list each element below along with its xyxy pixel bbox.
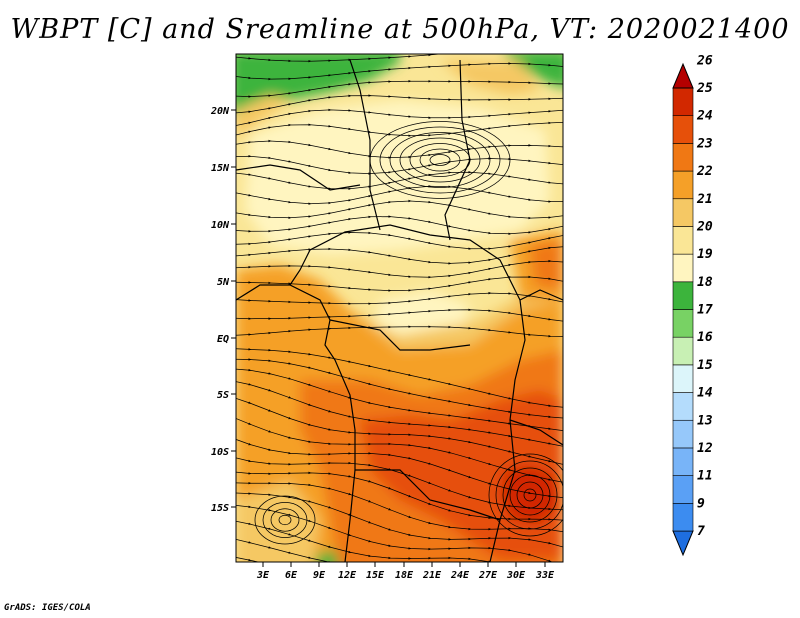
longitude-axis: 3E 6E 9E 12E 15E 18E 21E 24E 27E 30E 33E (256, 562, 555, 581)
lat-label: 10S (211, 447, 229, 458)
grads-credit: GrADS: IGES/COLA (4, 603, 91, 613)
streamline (254, 495, 316, 545)
colorbar-high-arrow (672, 62, 694, 89)
colorbar-swatch (672, 447, 694, 476)
streamline (379, 126, 501, 194)
streamline (502, 467, 558, 523)
wbpt-shaded-field (236, 54, 563, 562)
colorbar-swatch (672, 392, 694, 421)
lat-label: 20N (210, 106, 230, 117)
colorbar-swatch (672, 198, 694, 227)
streamline (389, 132, 491, 188)
streamline (516, 481, 544, 509)
streamline (236, 308, 563, 322)
colorbar-swatch (672, 115, 694, 144)
lon-label: 24E (450, 570, 470, 581)
streamline (369, 121, 511, 199)
colorbar-swatch (672, 364, 694, 393)
colorbar-label: 22 (696, 164, 713, 179)
streamline (236, 231, 563, 250)
map-frame (235, 53, 564, 563)
lon-label: 33E (535, 570, 555, 581)
colorbar-label: 17 (697, 303, 713, 318)
colorbar-label: 26 (696, 53, 713, 68)
colorbar-label: 19 (697, 247, 713, 262)
colorbar-label: 7 (697, 524, 705, 539)
streamline (236, 108, 563, 126)
streamline (523, 488, 537, 502)
lon-label: 30E (506, 570, 526, 581)
lon-label: 6E (285, 570, 298, 581)
streamline (236, 325, 563, 338)
streamline (236, 155, 563, 175)
lon-label: 12E (338, 570, 357, 581)
lat-label: 15S (211, 503, 229, 514)
streamline (236, 539, 552, 562)
colorbar-label: 12 (697, 441, 713, 456)
country-borders (236, 59, 563, 562)
streamline (509, 474, 551, 516)
colorbar-swatch (672, 503, 694, 532)
streamline (236, 246, 563, 265)
colorbar-swatch (672, 170, 694, 200)
streamlines (236, 54, 563, 562)
lon-label: 3E (256, 570, 270, 581)
colorbar: 7 9 11 12 13 14 15 16 17 18 19 20 21 22 23 24 25 26 (672, 53, 713, 557)
colorbar-label: 25 (696, 81, 713, 96)
lon-label: 21E (422, 570, 442, 581)
lat-label: 15N (211, 163, 230, 174)
colorbar-swatch (672, 87, 694, 116)
streamline (236, 275, 563, 292)
colorbar-swatch (672, 336, 694, 366)
latitude-axis: 20N 15N 10N 5N EQ 5S 10S 15S (210, 106, 236, 514)
streamline (236, 291, 563, 305)
streamline (488, 453, 563, 537)
colorbar-swatch (672, 253, 694, 283)
colorbar-swatch (672, 309, 694, 338)
streamline (236, 54, 552, 63)
lon-label: 15E (366, 570, 385, 581)
streamline (236, 170, 563, 190)
lon-label: 9E (313, 570, 326, 581)
colorbar-label: 24 (696, 109, 713, 124)
lat-label: 10N (211, 220, 230, 231)
streamline (495, 460, 563, 530)
map-title: WBPT [C] and Sreamline at 500hPa, VT: 20… (10, 14, 790, 45)
streamline (236, 557, 552, 562)
colorbar-label: 11 (697, 469, 713, 484)
colorbar-label: 16 (697, 330, 713, 345)
colorbar-label: 15 (697, 358, 713, 373)
colorbar-label: 18 (697, 275, 713, 290)
streamline (236, 94, 563, 114)
colorbar-label: 13 (697, 413, 713, 428)
colorbar-label: 21 (696, 192, 713, 207)
colorbar-swatch (672, 281, 694, 310)
lat-label: EQ (217, 334, 229, 345)
colorbar-swatch (672, 226, 694, 255)
streamline (419, 148, 461, 172)
streamline (236, 62, 563, 81)
streamline (270, 508, 300, 532)
streamline (399, 137, 481, 183)
colorbar-label: 23 (696, 136, 713, 151)
lon-label: 27E (478, 570, 498, 581)
lat-label: 5N (217, 277, 230, 288)
colorbar-label: 9 (697, 496, 705, 511)
colorbar-low-arrow (672, 530, 694, 557)
colorbar-swatch (672, 475, 694, 504)
lon-label: 18E (395, 570, 414, 581)
colorbar-label: 20 (696, 219, 713, 234)
streamline (429, 154, 451, 166)
streamline (262, 502, 308, 538)
colorbar-swatch (672, 143, 694, 172)
colorbar-label: 14 (697, 386, 713, 401)
lat-label: 5S (217, 390, 229, 401)
streamline (278, 514, 292, 526)
colorbar-swatch (672, 419, 694, 449)
streamline (236, 80, 563, 98)
